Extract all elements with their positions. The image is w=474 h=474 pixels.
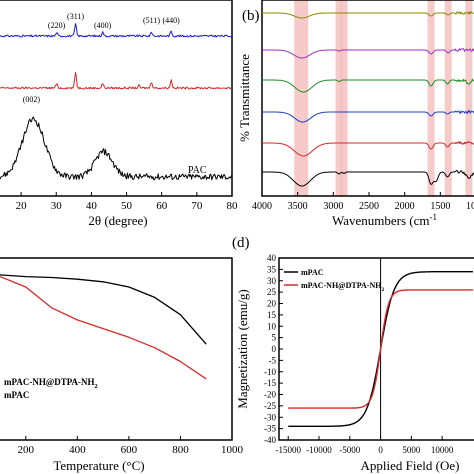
- panel-label-d: (d): [232, 235, 250, 251]
- x-tick-label-c: 600: [121, 444, 138, 456]
- x-tick-label-b: 3500: [288, 201, 308, 212]
- series-line-b-mPAC-NH@DTPA-NH2: [262, 11, 474, 19]
- panel-c-tga-chart: 200 400 600 800 1000 Temperature (°C) mPAC-NH@…: [0, 257, 244, 473]
- x-tick-label-d: 10000: [431, 445, 454, 455]
- x-tick-label-b: 4000: [252, 201, 272, 212]
- plot-frame-c: [0, 257, 233, 441]
- y-tick-label-d: -35: [264, 424, 276, 434]
- series-line-b-mPAC-NH@DTPA: [262, 48, 474, 59]
- legend-label-d-0: mPAC: [301, 268, 324, 277]
- series-line-b-Fe3O4: [262, 141, 474, 157]
- x-tick-label-c: 1000: [221, 444, 244, 456]
- series-line-b-PAC: [262, 170, 474, 187]
- peak-label-a: (220): [48, 21, 66, 30]
- y-tick-label-d: 20: [267, 299, 277, 309]
- x-axis-label-c: Temperature (°C): [53, 458, 144, 473]
- y-tick-label-d: -20: [264, 390, 276, 400]
- highlight-band-b: [335, 0, 343, 196]
- y-axis-label-b: % Transmittance: [237, 54, 252, 142]
- y-tick-label-d: 10: [267, 321, 277, 331]
- y-tick-label-d: 5: [272, 333, 277, 343]
- highlight-band-b: [465, 0, 473, 196]
- x-tick-label-b: 1000: [466, 201, 474, 212]
- highlight-band-b: [340, 0, 348, 196]
- y-tick-label-d: 35: [267, 264, 277, 274]
- peak-label-a: (311): [67, 12, 84, 21]
- peak-label-pac-a: (002): [23, 95, 41, 104]
- x-tick-label-a: 40: [86, 200, 98, 212]
- series-line-d-mPAC-NH@DTPA-NH2: [288, 289, 473, 409]
- y-tick-label-d: -40: [264, 435, 276, 445]
- panel-a-xrd-chart: 20 30 40 50 60 70 80 2θ (degree) (220)(311) (400)…: [0, 0, 238, 228]
- y-tick-label-d: -10: [264, 367, 276, 377]
- x-tick-label-a: 80: [227, 200, 239, 212]
- peak-label-a: (400): [94, 21, 112, 30]
- series-line-a-mPAC: [0, 72, 233, 90]
- plot-frame-a: [0, 0, 233, 197]
- y-tick-label-d: 30: [267, 276, 277, 286]
- x-tick-label-a: 70: [191, 200, 203, 212]
- y-tick-label-d: 15: [267, 310, 277, 320]
- peak-label-a: (511): [143, 16, 160, 25]
- y-tick-label-d: -25: [264, 401, 276, 411]
- y-tick-label-d: -30: [264, 412, 276, 422]
- legend-label-c-1: mPAC: [4, 390, 29, 400]
- x-tick-label-c: 200: [18, 444, 35, 456]
- x-tick-label-b: 1500: [430, 201, 450, 212]
- y-axis-label-d: Magnetization (emu/g): [235, 289, 250, 409]
- series-line-a-mPAC-NH@DTPA-NH2: [0, 23, 233, 38]
- series-label-a-pac: PAC: [188, 165, 207, 176]
- x-tick-label-a: 60: [156, 200, 168, 212]
- x-tick-label-d: -10000: [306, 445, 332, 455]
- series-line-a-PAC: [0, 116, 233, 181]
- series-line-b-mPAC: [262, 110, 474, 123]
- x-tick-label-d: 0: [378, 445, 383, 455]
- peak-label-a: (440): [163, 16, 181, 25]
- highlight-band-b: [294, 0, 309, 196]
- legend-label-d-1: mPAC-NH@DTPA-NH2: [301, 281, 384, 293]
- y-tick-label-d: 0: [272, 344, 277, 354]
- highlight-band-b: [444, 0, 452, 196]
- x-tick-label-a: 30: [51, 200, 63, 212]
- panel-label-b: (b): [242, 8, 260, 24]
- series-line-c-mPAC: [0, 274, 207, 345]
- x-tick-label-b: 2500: [359, 201, 379, 212]
- y-tick-label-d: 25: [267, 287, 277, 297]
- series-line-c-mPAC-NH@DTPA-NH2: [0, 275, 207, 380]
- panel-d-vsm-chart: -15000 -10000 -5000 0 5000 10000-40-35-30-25-…: [232, 235, 474, 473]
- x-tick-label-c: 800: [172, 444, 189, 456]
- x-tick-label-d: -15000: [275, 445, 301, 455]
- y-tick-label-d: -5: [269, 355, 277, 365]
- x-tick-label-b: 3000: [323, 201, 343, 212]
- series-line-b-mPAC-NH2: [262, 78, 474, 93]
- y-tick-label-d: -15: [264, 378, 276, 388]
- y-tick-label-d: 40: [267, 253, 277, 263]
- x-tick-label-d: 5000: [402, 445, 421, 455]
- x-tick-label-d: -5000: [339, 445, 360, 455]
- x-tick-label-c: 400: [69, 444, 86, 456]
- x-axis-label-b: Wavenumbers (cm-1: [332, 212, 437, 228]
- legend-label-c-0: mPAC-NH@DTPA-NH2: [4, 377, 98, 390]
- x-axis-label-a: 2θ (degree): [88, 213, 147, 228]
- x-axis-label-d: Applied Field (Oe): [361, 458, 460, 473]
- panel-b-ftir-chart: 4000 3500 3000 2500 2000 1500 1000 Wavenumbers …: [237, 0, 474, 228]
- x-tick-label-a: 50: [121, 200, 133, 212]
- x-tick-label-b: 2000: [395, 201, 415, 212]
- highlight-band-b: [427, 0, 435, 196]
- x-tick-label-a: 20: [16, 200, 28, 212]
